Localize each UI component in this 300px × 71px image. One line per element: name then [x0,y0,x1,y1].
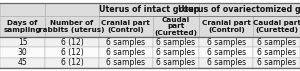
Text: 6 samples: 6 samples [207,38,246,47]
Bar [253,47,300,58]
Text: 6 samples: 6 samples [257,38,296,47]
Bar [45,58,99,68]
Text: 6 samples: 6 samples [257,48,296,57]
Text: Cranial part
(Control): Cranial part (Control) [101,20,150,33]
Bar [153,37,200,47]
Text: 6 (12): 6 (12) [61,48,83,57]
Bar [0,16,45,37]
Bar [99,47,153,58]
Bar [99,16,153,37]
Bar [200,47,253,58]
Text: 45: 45 [18,58,27,67]
Bar [45,47,99,58]
Text: Caudal
part
(Curetted): Caudal part (Curetted) [154,17,197,36]
Text: 6 (12): 6 (12) [61,58,83,67]
Bar [153,16,200,37]
Text: Number of
rabbits (uterus): Number of rabbits (uterus) [39,20,105,33]
Bar [99,37,153,47]
Text: Caudal part
(Curetted): Caudal part (Curetted) [253,20,300,33]
Text: 6 samples: 6 samples [156,58,196,67]
Text: 6 samples: 6 samples [106,38,145,47]
Text: 6 samples: 6 samples [207,48,246,57]
Text: 6 samples: 6 samples [106,48,145,57]
Text: 6 samples: 6 samples [257,58,296,67]
Bar [0,37,45,47]
Text: 6 (12): 6 (12) [61,38,83,47]
Bar [45,37,99,47]
Text: 6 samples: 6 samples [207,58,246,67]
Text: 6 samples: 6 samples [156,38,196,47]
Bar [253,58,300,68]
Text: Cranial part
(Control): Cranial part (Control) [202,20,251,33]
Bar [253,37,300,47]
Bar [153,47,200,58]
Bar [253,16,300,37]
Bar [0,3,45,16]
Bar [200,58,253,68]
Bar [153,58,200,68]
Text: 15: 15 [18,38,27,47]
Bar [0,47,45,58]
Bar [0,58,45,68]
Bar [200,37,253,47]
Text: Uterus of intact group: Uterus of intact group [99,5,200,14]
Text: Days of
sampling: Days of sampling [4,20,41,33]
Bar [200,16,253,37]
Bar [45,16,99,37]
Text: 30: 30 [18,48,27,57]
Bar [99,3,200,16]
Bar [200,3,300,16]
Bar [99,58,153,68]
Text: 6 samples: 6 samples [156,48,196,57]
Text: Uterus of ovariectomized group: Uterus of ovariectomized group [178,5,300,14]
Text: 6 samples: 6 samples [106,58,145,67]
Bar [45,3,99,16]
